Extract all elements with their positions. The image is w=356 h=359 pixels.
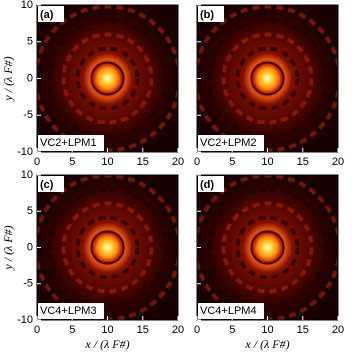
y-tick-label: -5	[23, 109, 33, 121]
y-tick-label: 0	[27, 72, 33, 84]
label-box	[38, 176, 64, 192]
speckle-ring	[235, 46, 300, 111]
label-box	[198, 6, 224, 22]
annotation: VC2+LPM2	[200, 137, 257, 149]
y-axis-label: y / (λ F#)	[1, 56, 15, 101]
y-tick-label: -10	[17, 146, 33, 158]
y-tick-label: -10	[17, 314, 33, 326]
x-tick-label: 0	[194, 156, 200, 168]
x-tick-label: 15	[137, 324, 149, 336]
y-tick-label: 5	[27, 205, 33, 217]
x-axis-label: x / (λ F#)	[84, 337, 129, 351]
panel-label: (a)	[40, 9, 54, 21]
speckle-ring	[75, 215, 140, 280]
x-tick-label: 5	[229, 156, 235, 168]
speckle-ring	[207, 187, 328, 308]
x-tick-label: 10	[101, 156, 113, 168]
annotation-box	[38, 135, 104, 151]
x-tick-label: 5	[229, 324, 235, 336]
image	[37, 175, 178, 320]
dark-ring	[90, 230, 125, 265]
label-box	[198, 176, 224, 192]
speckle-ring	[221, 201, 314, 294]
image	[37, 5, 178, 152]
panel-label: (c)	[40, 179, 54, 191]
x-tick-label: 5	[69, 324, 75, 336]
dark-ring	[250, 230, 285, 265]
x-tick-label: 10	[261, 324, 273, 336]
x-tick-label: 0	[34, 324, 40, 336]
speckle-ring	[47, 18, 168, 139]
y-tick-label: 5	[27, 36, 33, 48]
y-tick-label: 10	[21, 169, 33, 181]
x-tick-label: 10	[261, 156, 273, 168]
speckle-ring	[221, 32, 314, 125]
speckle-ring	[235, 215, 300, 280]
dark-ring	[90, 61, 125, 96]
speckle-ring	[61, 32, 154, 125]
annotation-box	[198, 303, 264, 319]
image	[197, 175, 338, 320]
x-tick-label: 20	[332, 156, 344, 168]
panel-label: (d)	[200, 179, 214, 191]
x-tick-label: 20	[332, 324, 344, 336]
x-axis-label: x / (λ F#)	[244, 337, 289, 351]
image-bg	[37, 175, 178, 320]
label-box	[38, 6, 64, 22]
y-axis-label: y / (λ F#)	[1, 225, 15, 270]
y-tick-label: -5	[23, 278, 33, 290]
annotation-box	[198, 135, 264, 151]
x-tick-label: 15	[297, 156, 309, 168]
speckle-ring	[47, 187, 168, 308]
annotation: VC4+LPM4	[200, 305, 257, 317]
annotation: VC4+LPM3	[40, 305, 97, 317]
panel-label: (b)	[200, 9, 214, 21]
x-tick-label: 15	[137, 156, 149, 168]
speckle-ring	[207, 18, 328, 139]
x-tick-label: 0	[194, 324, 200, 336]
annotation: VC2+LPM1	[40, 137, 97, 149]
annotation-box	[38, 303, 104, 319]
x-tick-label: 10	[101, 324, 113, 336]
y-tick-label: 0	[27, 241, 33, 253]
image	[197, 5, 338, 152]
x-tick-label: 20	[172, 324, 184, 336]
x-tick-label: 15	[297, 324, 309, 336]
y-tick-label: 10	[21, 0, 33, 11]
dark-ring	[250, 61, 285, 96]
x-tick-label: 0	[34, 156, 40, 168]
image-bg	[197, 175, 338, 320]
image-bg	[37, 5, 178, 152]
x-tick-label: 20	[172, 156, 184, 168]
speckle-ring	[61, 201, 154, 294]
image-bg	[197, 5, 338, 152]
speckle-ring	[75, 46, 140, 111]
x-tick-label: 5	[69, 156, 75, 168]
